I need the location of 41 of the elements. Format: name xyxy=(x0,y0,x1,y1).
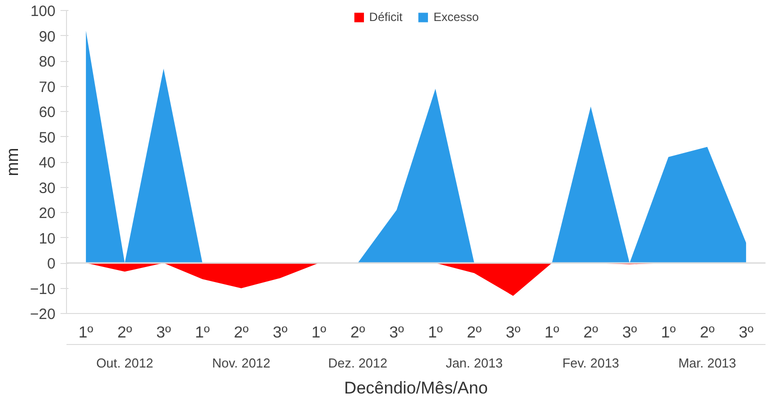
y-tick-label: −20 xyxy=(30,306,56,323)
y-tick-label: 40 xyxy=(38,154,56,172)
x-tick-label: 1º xyxy=(312,324,326,342)
x-tick-label: 3º xyxy=(389,324,404,342)
x-tick-label: 2º xyxy=(117,324,132,342)
x-tick-label: 2º xyxy=(350,324,366,342)
y-tick-label: 60 xyxy=(38,104,56,121)
x-tick-label: 2º xyxy=(466,324,482,342)
text: Nov. 2012 xyxy=(212,356,270,370)
y-tick-label: 20 xyxy=(38,205,56,222)
x-axis-title: Decêndio/Mês/Ano xyxy=(344,378,488,398)
y-tick-label: 50 xyxy=(38,129,56,146)
text: Jan. 2013 xyxy=(446,356,503,370)
legend-label: Déficit xyxy=(369,10,402,24)
x-tick-label: 2º xyxy=(583,324,598,342)
text: Dez. 2012 xyxy=(328,356,388,370)
x-tick-label: 3º xyxy=(156,324,172,342)
y-tick-label: 70 xyxy=(38,78,56,96)
text: Out. 2012 xyxy=(96,356,154,370)
y-tick-label: 10 xyxy=(38,230,56,248)
x-tick-label: 3º xyxy=(272,324,288,342)
x-tick-label: 1º xyxy=(544,324,560,342)
y-tick-label: −10 xyxy=(30,280,56,298)
x-tick-label: 2º xyxy=(234,324,249,342)
text: Mar. 2013 xyxy=(678,356,736,370)
x-tick-label: 2º xyxy=(700,324,715,342)
y-tick-label: 100 xyxy=(30,3,56,20)
y-tick-label: 0 xyxy=(47,256,56,272)
x-tick-label: 1º xyxy=(428,324,443,342)
y-tick-label: 80 xyxy=(38,54,56,70)
x-tick-label: 3º xyxy=(506,324,521,342)
x-tick-label: 3º xyxy=(622,324,638,342)
text: Fev. 2013 xyxy=(562,356,620,370)
x-tick-label: 1º xyxy=(195,324,210,342)
x-tick-label: 1º xyxy=(661,324,676,342)
x-tick-label: 1º xyxy=(78,324,94,342)
y-axis-title: mm xyxy=(3,148,22,176)
x-tick-label: 3º xyxy=(738,324,754,342)
y-tick-label: 30 xyxy=(38,180,56,197)
legend-label: Excesso xyxy=(433,10,479,24)
y-tick-label: 90 xyxy=(38,28,56,46)
